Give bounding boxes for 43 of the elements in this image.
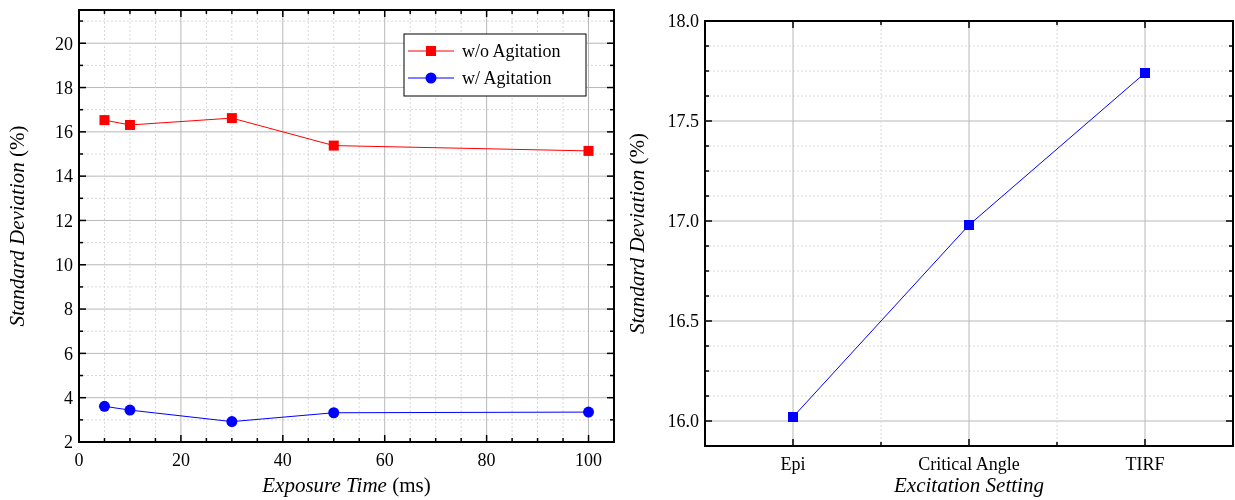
point bbox=[124, 404, 136, 416]
legend-label: w/ Agitation bbox=[462, 68, 552, 89]
x-tick-label: 40 bbox=[273, 450, 292, 470]
point bbox=[226, 113, 237, 124]
y-tick-label: 18 bbox=[55, 77, 73, 98]
point bbox=[788, 412, 798, 422]
point bbox=[328, 140, 339, 151]
x-tick-label: 80 bbox=[477, 450, 496, 470]
y-tick-label: 8 bbox=[64, 299, 73, 320]
y-axis-title: Standard Deviation (%) bbox=[5, 125, 29, 327]
point bbox=[328, 407, 340, 419]
x-tick-label: 60 bbox=[375, 450, 394, 470]
y-tick-label: 16.0 bbox=[667, 411, 699, 432]
point bbox=[124, 119, 135, 130]
y-tick-label: 10 bbox=[55, 255, 73, 276]
y-axis-title: Standard Deviation (%) bbox=[625, 132, 649, 335]
point bbox=[964, 220, 974, 230]
point bbox=[583, 145, 594, 156]
y-tick-label: 12 bbox=[55, 210, 73, 231]
x-tick-label: Critical Angle bbox=[918, 454, 1020, 474]
y-tick-label: 18.0 bbox=[667, 11, 699, 32]
x-tick-label: 0 bbox=[74, 450, 84, 470]
x-axis-title: Exposure Time (ms) bbox=[261, 473, 431, 497]
y-tick-label: 2 bbox=[64, 432, 73, 453]
point bbox=[226, 416, 238, 428]
x-axis-title: Excitation Setting bbox=[893, 473, 1044, 497]
point bbox=[99, 115, 110, 126]
y-tick-label: 6 bbox=[64, 343, 73, 364]
x-tick-label: Epi bbox=[780, 454, 806, 474]
x-tick-label: TIRF bbox=[1125, 454, 1165, 474]
y-tick-label: 17.5 bbox=[667, 111, 699, 132]
point bbox=[1140, 68, 1150, 78]
y-tick-label: 4 bbox=[64, 387, 73, 408]
y-tick-label: 20 bbox=[55, 33, 73, 54]
y-tick-label: 16 bbox=[55, 122, 73, 143]
x-tick-label: 20 bbox=[171, 450, 190, 470]
legend-label: w/o Agitation bbox=[462, 41, 561, 62]
y-tick-label: 17.0 bbox=[667, 211, 699, 232]
y-tick-label: 14 bbox=[55, 166, 73, 187]
y-tick-label: 16.5 bbox=[667, 311, 699, 332]
x-tick-label: 100 bbox=[575, 450, 603, 470]
point bbox=[583, 406, 595, 418]
point bbox=[98, 400, 110, 412]
